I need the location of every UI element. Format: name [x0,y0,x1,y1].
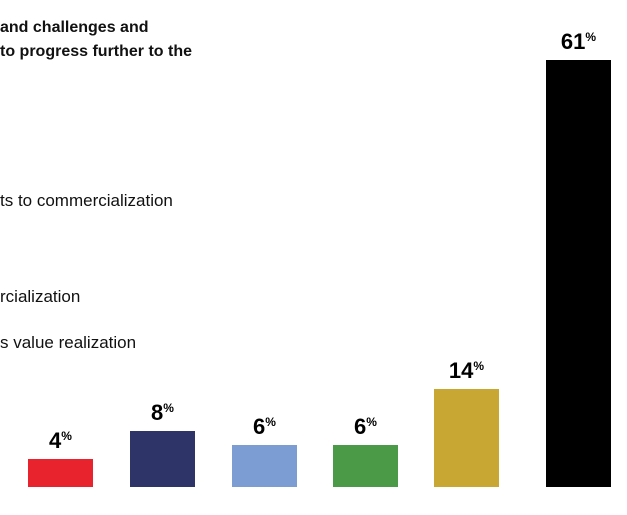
bar-value-label-5: 14% [449,358,484,383]
legend-item-2: rcialization [0,287,81,306]
bar-value-label-6: 61% [561,29,596,54]
bar-4 [333,445,398,487]
bar-value-label-2: 8% [151,400,174,425]
legend-item-3: s value realization [0,333,137,352]
bar-6 [546,60,611,487]
bar-5 [434,389,499,487]
chart-title: and challenges and to progress further t… [0,16,300,64]
bar-value-label-1: 4% [49,428,72,453]
bar-2 [130,431,195,487]
bar-value-label-3: 6% [253,414,276,439]
bar-1 [28,459,93,487]
chart-title-line-2: to progress further to the [0,43,193,60]
bar-3 [232,445,297,487]
bar-value-label-4: 6% [354,414,377,439]
chart-title-line-1: and challenges and [0,19,149,36]
legend-item-1: ts to commercialization [0,191,173,210]
